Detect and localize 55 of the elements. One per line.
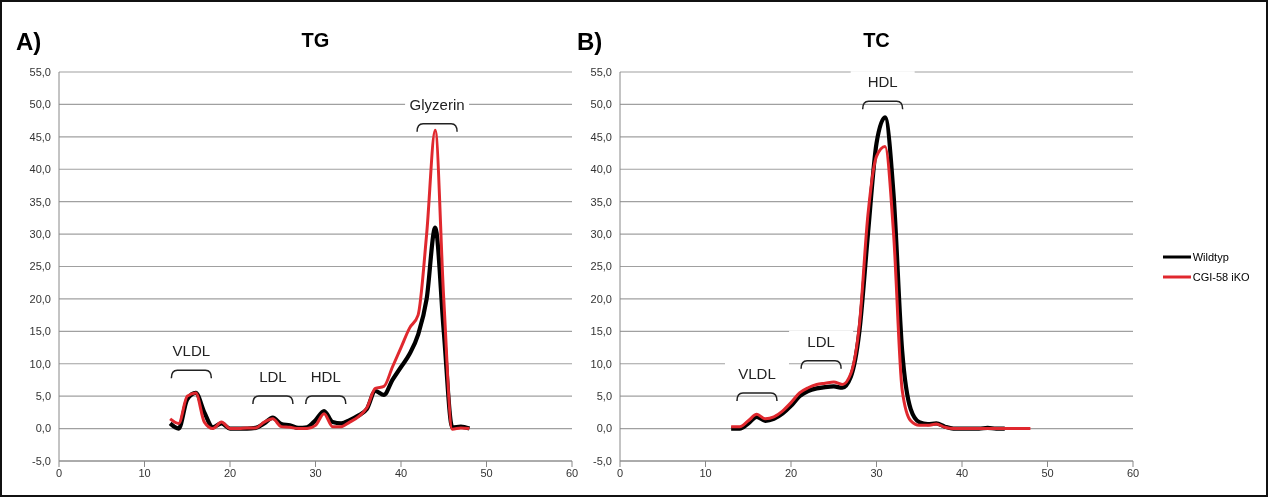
x-tick-label: 0 [55,466,63,479]
annotation: HDL [867,73,898,91]
x-tick-label: 60 [1126,466,1139,479]
x-tick-label: 10 [699,466,712,479]
y-tick-label: 20,0 [590,292,612,305]
x-tick-label: 30 [870,466,883,479]
y-tick-label: -5,0 [592,454,612,467]
annotation: LDL [259,368,287,386]
x-tick-label: 10 [138,466,151,479]
y-tick-label: 0,0 [35,422,51,435]
y-tick-label: 50,0 [29,98,51,111]
x-tick-label: 60 [565,466,579,479]
x-tick-label: 40 [955,466,968,479]
y-tick-label: 10,0 [29,357,51,370]
annotation: VLDL [737,364,776,382]
line-series [168,128,471,431]
y-tick-label: 55,0 [29,65,51,78]
y-tick-label: 40,0 [590,163,612,176]
y-tick-label: 20,0 [29,292,51,305]
y-tick-label: 5,0 [596,390,612,403]
y-tick-label: -5,0 [32,454,51,467]
y-tick-label: 35,0 [590,195,612,208]
y-tick-label: 25,0 [590,260,612,273]
x-tick-label: 50 [480,466,493,479]
y-tick-label: 50,0 [590,98,612,111]
annotation: HDL [310,368,341,386]
y-tick-label: 55,0 [590,65,612,78]
y-tick-label: 35,0 [29,195,51,208]
x-tick-label: 40 [394,466,408,479]
x-tick-label: 30 [309,466,322,479]
line-series [729,145,1032,431]
text: A) [16,28,42,55]
legend-label: CGI-58 iKO [1192,270,1250,283]
annotation: Glyzerin [409,95,465,113]
y-tick-label: 5,0 [35,390,51,403]
chart-title: TC [862,29,890,51]
y-tick-label: 10,0 [590,357,612,370]
y-tick-label: 15,0 [590,325,612,338]
x-tick-label: 20 [784,466,797,479]
annotation: VLDL [172,342,211,360]
text: B) [576,28,603,55]
y-tick-label: 0,0 [596,422,612,435]
y-tick-label: 30,0 [590,227,612,240]
y-tick-label: 45,0 [29,130,51,143]
x-tick-label: 50 [1041,466,1054,479]
chart-title: TG [301,29,330,51]
y-tick-label: 30,0 [29,227,51,240]
y-tick-label: 15,0 [29,325,51,338]
y-tick-label: 25,0 [29,260,51,273]
y-tick-label: 40,0 [29,163,51,176]
x-tick-label: 0 [616,466,623,479]
legend-label: Wildtyp [1192,250,1229,263]
x-tick-label: 20 [223,466,237,479]
annotation: LDL [807,332,835,350]
y-tick-label: 45,0 [590,130,612,143]
